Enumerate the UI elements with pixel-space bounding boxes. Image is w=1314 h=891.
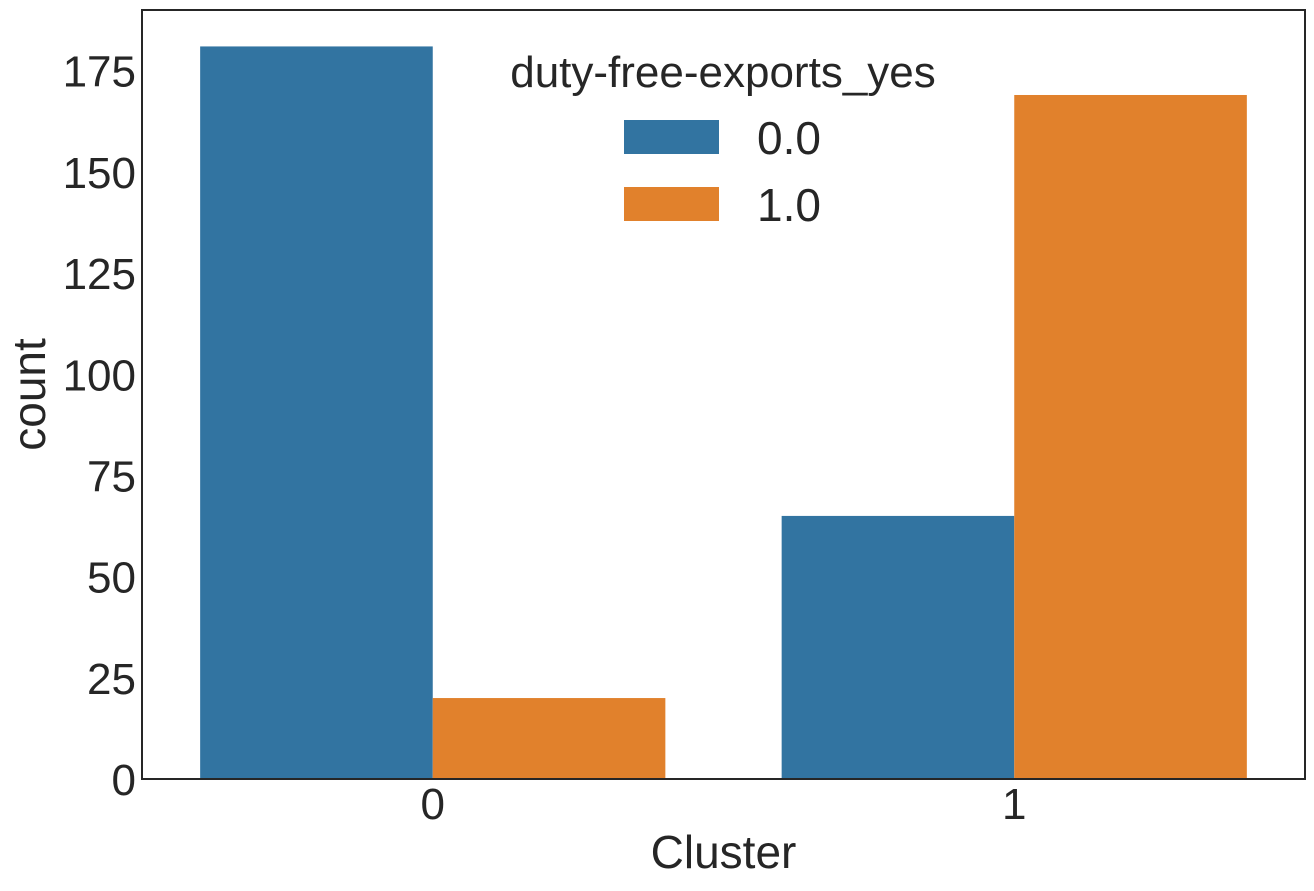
legend-label: 1.0 — [757, 179, 821, 231]
axes-frame — [141, 9, 1306, 780]
legend: duty-free-exports_yes 0.01.0 — [510, 48, 936, 231]
y-tick-label: 75 — [87, 452, 136, 501]
bar-cluster-0-series-0.0 — [200, 46, 433, 780]
legend-label: 0.0 — [757, 112, 821, 164]
bars-layer — [200, 46, 1247, 780]
legend-title: duty-free-exports_yes — [510, 48, 936, 97]
y-tick-label: 25 — [87, 655, 136, 704]
y-tick-label: 150 — [63, 149, 136, 198]
y-tick-label: 125 — [63, 250, 136, 299]
y-tick-label: 50 — [87, 554, 136, 603]
bar-cluster-1-series-0.0 — [781, 515, 1015, 779]
y-tick-label: 175 — [63, 48, 136, 97]
bar-cluster-0-series-1.0 — [432, 698, 666, 779]
legend-swatch — [624, 187, 719, 221]
bar-cluster-1-series-1.0 — [1014, 94, 1247, 780]
y-tick-label: 100 — [63, 351, 136, 400]
x-tick-label: 0 — [421, 780, 445, 829]
legend-items: 0.01.0 — [624, 112, 821, 231]
y-tick-labels: 0 25 50 75 100 125 150 175 — [63, 48, 136, 805]
y-tick-label: 0 — [112, 756, 136, 805]
y-axis-label: count — [3, 338, 55, 451]
x-axis-label: Cluster — [651, 826, 797, 878]
x-tick-label: 1 — [1002, 780, 1026, 829]
legend-swatch — [624, 120, 719, 154]
